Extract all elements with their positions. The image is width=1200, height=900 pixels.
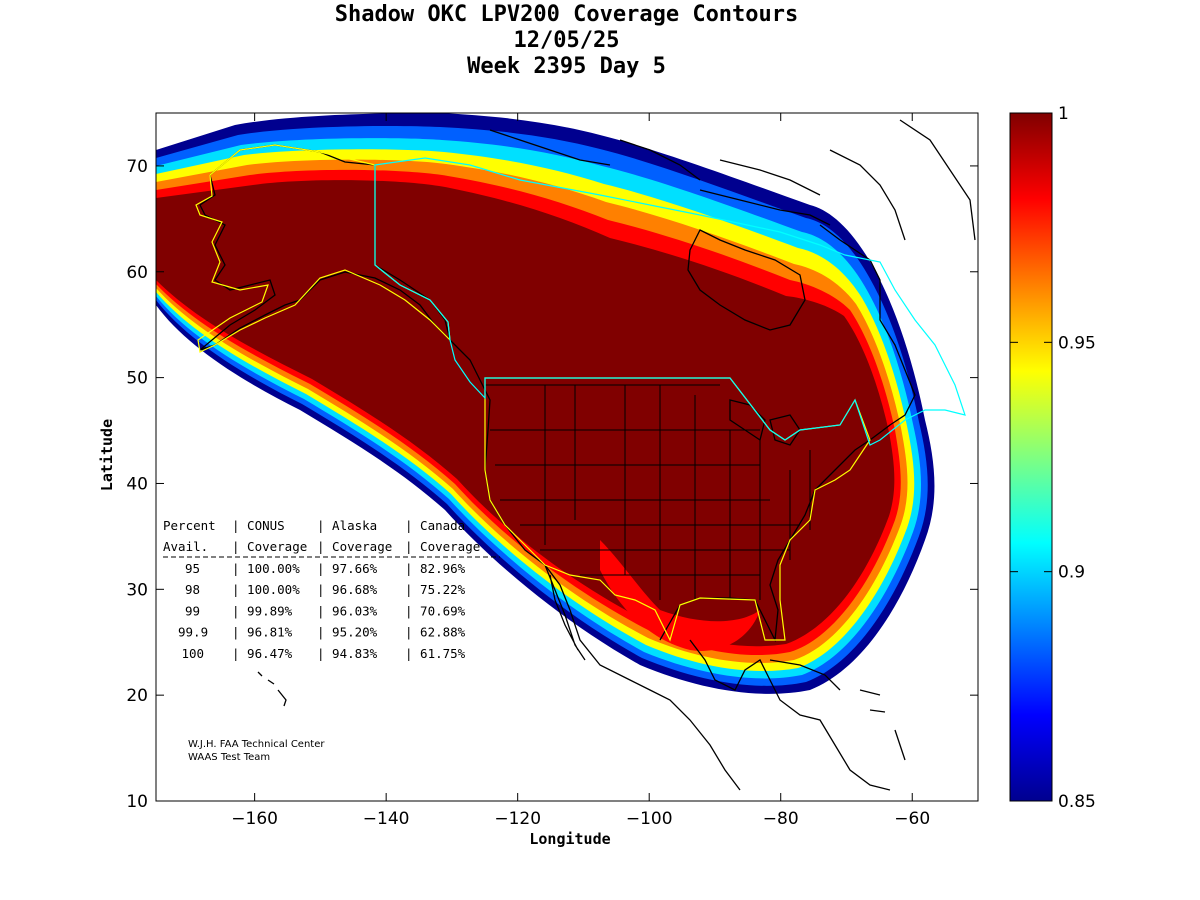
table-row-cell: | 61.75%	[405, 646, 466, 661]
x-tick-label: −100	[626, 809, 673, 829]
table-row-cell: | 75.22%	[405, 582, 466, 597]
table-row-cell: | 99.89%	[232, 603, 293, 618]
colorbar	[1009, 112, 1053, 802]
colorbar-tick-label: 0.9	[1058, 563, 1085, 583]
table-row-cell: | 96.47%	[232, 646, 293, 661]
table-row-cell: | 96.68%	[317, 582, 378, 597]
canada-boundary	[374, 157, 966, 446]
map-title: Shadow OKC LPV200 Coverage Contours	[334, 2, 799, 27]
table-header-cell: | Alaska	[317, 518, 377, 533]
axis-tick-labels: −160 −140 −120 −100 −80 −60 10 20 30 40 50 60 70	[126, 157, 930, 829]
colorbar-tick-label: 1	[1058, 104, 1069, 124]
y-tick-label: 40	[126, 474, 148, 494]
map-date: 12/05/25	[513, 28, 620, 53]
table-row-cell: | 100.00%	[232, 582, 300, 597]
table-row-cell: 99	[185, 603, 200, 618]
y-tick-label: 20	[126, 686, 148, 706]
table-header-cell: Percent	[163, 518, 216, 533]
table-row-cell: | 82.96%	[405, 561, 466, 576]
table-row-cell: | 62.88%	[405, 625, 466, 640]
credit-line-1: W.J.H. FAA Technical Center	[188, 739, 325, 750]
coverage-layer	[156, 113, 976, 791]
y-tick-label: 70	[126, 157, 148, 177]
table-row-cell: | 95.20%	[317, 625, 378, 640]
table-row-cell: | 96.03%	[317, 603, 378, 618]
colorbar-tick-label: 0.95	[1058, 333, 1096, 353]
table-row-cell: 99.9	[178, 625, 208, 640]
table-row-cell: | 70.69%	[405, 603, 466, 618]
x-tick-label: −60	[894, 809, 930, 829]
axis-ticks	[156, 113, 978, 802]
map-week-day: Week 2395 Day 5	[467, 54, 666, 79]
state-boundaries	[485, 384, 811, 600]
colorbar-tick-label: 0.85	[1058, 792, 1096, 812]
table-row-cell: | 97.66%	[317, 561, 378, 576]
table-row-cell: 98	[185, 582, 200, 597]
table-header-cell: | Canada	[405, 518, 465, 533]
table-row-cell: 95	[185, 561, 200, 576]
y-tick-label: 50	[126, 369, 148, 389]
table-header-cell: | CONUS	[232, 518, 285, 533]
y-tick-label: 10	[126, 792, 148, 812]
x-tick-label: −140	[363, 809, 410, 829]
table-subheader-cell: Avail.	[163, 539, 208, 554]
credit-line-2: WAAS Test Team	[188, 752, 270, 763]
y-tick-label: 60	[126, 263, 148, 283]
table-row-cell: | 94.83%	[317, 646, 378, 661]
y-axis-label: Latitude	[98, 419, 116, 491]
coverage-table: Percent | CONUS | Alaska | Canada Avail. | Co…	[163, 518, 480, 661]
coverage-patch-south	[600, 540, 760, 651]
table-row-cell: 100	[182, 646, 205, 661]
x-axis-label: Longitude	[529, 830, 610, 848]
table-subheader-cell: | Coverage	[232, 539, 307, 554]
plot-frame	[155, 112, 979, 802]
table-subheader-cell: | Coverage	[405, 539, 480, 554]
table-row-cell: | 96.81%	[232, 625, 293, 640]
x-tick-label: −80	[763, 809, 799, 829]
y-tick-label: 30	[126, 580, 148, 600]
table-subheader-cell: | Coverage	[317, 539, 392, 554]
colorbar-ticks: 1 0.95 0.9 0.85	[1010, 104, 1096, 812]
coastlines	[199, 119, 976, 791]
table-row-cell: | 100.00%	[232, 561, 300, 576]
x-tick-label: −160	[231, 809, 278, 829]
x-tick-label: −120	[494, 809, 541, 829]
